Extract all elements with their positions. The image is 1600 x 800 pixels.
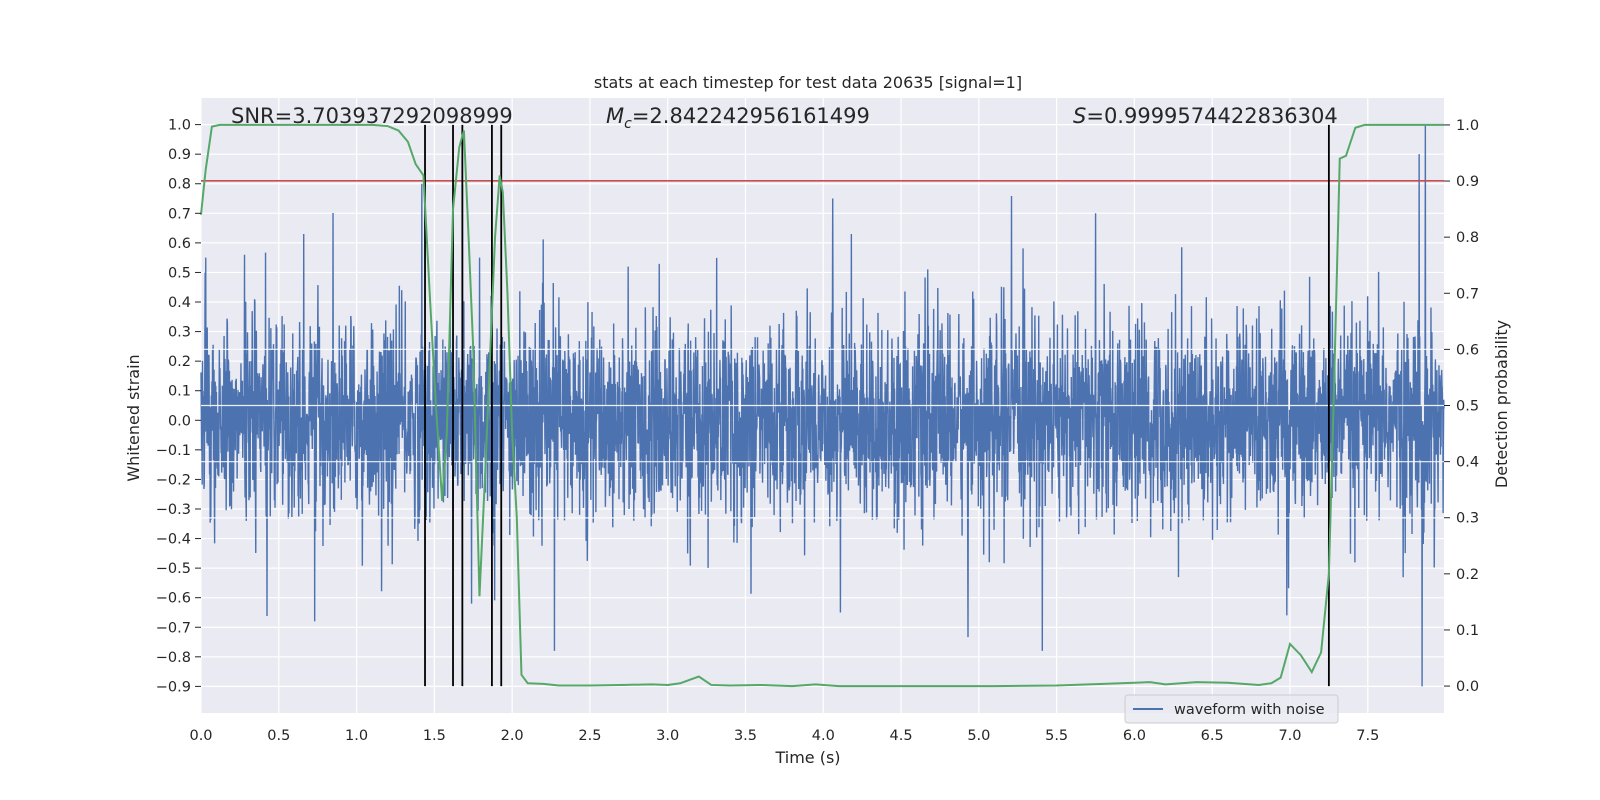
x-tick-label: 1.0	[345, 728, 368, 744]
y-tick-label: 0.0	[168, 413, 191, 429]
y2-tick-label: 0.0	[1456, 679, 1479, 695]
x-tick-label: 0.0	[189, 728, 212, 744]
x-tick-label: 0.5	[267, 728, 290, 744]
x-tick-label: 4.5	[890, 728, 913, 744]
significance-annotation: S=0.9999574422836304	[1073, 104, 1338, 128]
y2-tick-label: 0.7	[1456, 286, 1479, 302]
y-axis-label: Whitened strain	[124, 354, 143, 481]
y-tick-label: −0.6	[156, 591, 191, 607]
y-tick-label: 0.9	[168, 147, 191, 163]
snr-annotation: SNR=3.703937292098999	[231, 104, 513, 128]
chart-title: stats at each timestep for test data 206…	[594, 73, 1022, 92]
y-tick-label: 0.5	[168, 265, 191, 281]
y-tick-label: 0.6	[168, 236, 191, 252]
ticks-layer: 0.0 0.5 1.0 1.5 2.0 2.5 3.0 3.5 4.0 4.5 5.0 5.5 6.0 6…	[156, 118, 1479, 744]
y2-tick-label: 1.0	[1456, 118, 1479, 134]
x-tick-label: 1.5	[423, 728, 446, 744]
y-tick-label: −0.1	[156, 443, 191, 459]
y2-tick-label: 0.4	[1456, 455, 1479, 471]
y2-tick-label: 0.6	[1456, 342, 1479, 358]
chirp-mass-annotation: Mc=2.842242956161499	[606, 104, 870, 132]
waveform-with-noise-series	[200, 124, 1445, 687]
y-tick-label: −0.5	[156, 561, 191, 577]
x-axis-label: Time (s)	[774, 748, 840, 767]
y-tick-label: 0.1	[168, 384, 191, 400]
y-tick-label: 0.3	[168, 325, 191, 341]
y-tick-label: −0.7	[156, 620, 191, 636]
y-tick-label: 0.7	[168, 206, 191, 222]
y-tick-label: −0.3	[156, 502, 191, 518]
overlay-layer	[200, 123, 1444, 688]
x-tick-label: 7.5	[1356, 728, 1379, 744]
y-tick-label: −0.9	[156, 679, 191, 695]
y-tick-label: 0.2	[168, 354, 191, 370]
y2-tick-label: 0.1	[1456, 623, 1479, 639]
y-tick-label: −0.2	[156, 472, 191, 488]
x-tick-label: 3.0	[656, 728, 679, 744]
waveform-with-noise-line	[200, 124, 1445, 687]
y-tick-label: −0.4	[156, 532, 191, 548]
x-tick-label: 2.5	[578, 728, 601, 744]
legend-box	[1124, 694, 1339, 724]
y-tick-label: 0.8	[168, 177, 191, 193]
y-tick-label: −0.8	[156, 650, 191, 666]
y2-tick-label: 0.5	[1456, 399, 1479, 415]
x-tick-label: 5.5	[1045, 728, 1068, 744]
y-tick-label: 0.4	[168, 295, 191, 311]
x-tick-label: 2.0	[501, 728, 524, 744]
legend: waveform with noise	[1124, 694, 1339, 724]
x-tick-label: 3.5	[734, 728, 757, 744]
x-tick-label: 6.0	[1123, 728, 1146, 744]
legend-label: waveform with noise	[1174, 702, 1325, 718]
x-tick-label: 5.0	[967, 728, 990, 744]
y2-tick-label: 0.3	[1456, 511, 1479, 527]
x-tick-label: 4.0	[812, 728, 835, 744]
y2-tick-label: 0.8	[1456, 230, 1479, 246]
y-tick-label: 1.0	[168, 118, 191, 134]
x-tick-label: 7.0	[1278, 728, 1301, 744]
x-tick-label: 6.5	[1201, 728, 1224, 744]
y2-tick-label: 0.2	[1456, 567, 1479, 583]
y2-axis-label: Detection probability	[1492, 320, 1511, 488]
y2-tick-label: 0.9	[1456, 174, 1479, 190]
detection-probability-line	[200, 123, 1444, 688]
